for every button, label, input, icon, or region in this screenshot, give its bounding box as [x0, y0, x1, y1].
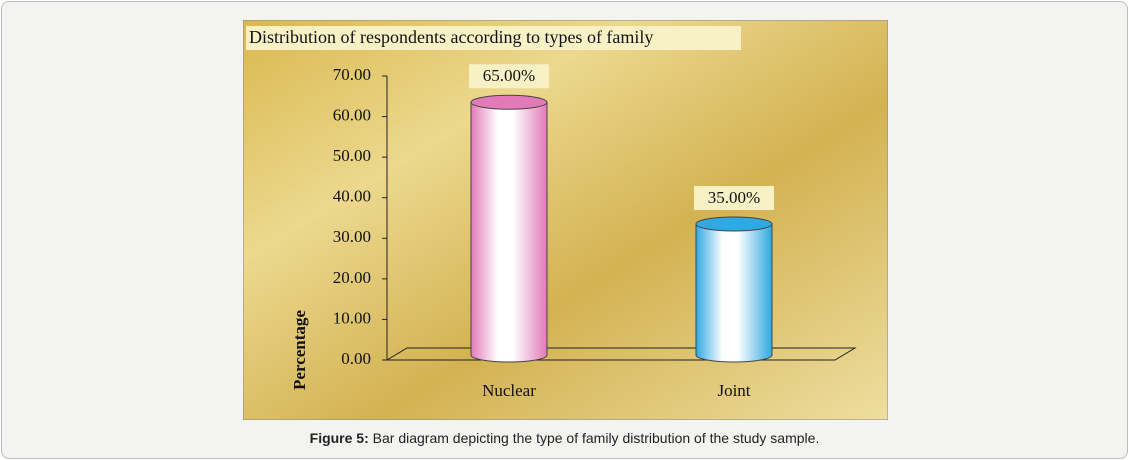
value-label-box — [469, 64, 549, 89]
bar-top — [695, 216, 773, 232]
value-label-box — [694, 186, 774, 210]
bar-top — [470, 94, 548, 110]
chart-title: Distribution of respondents according to… — [249, 27, 653, 47]
y-tick-label: 20.00 — [333, 268, 371, 287]
value-label: 65.00% — [483, 66, 535, 85]
floor — [385, 347, 857, 361]
y-tick-label: 70.00 — [333, 65, 371, 84]
x-tick-label: Nuclear — [482, 381, 536, 400]
x-tick-label: Joint — [717, 381, 750, 400]
y-tick-label: 10.00 — [333, 308, 371, 327]
y-tick-label: 0.00 — [341, 349, 371, 368]
value-label: 35.00% — [708, 188, 760, 207]
title-box — [246, 26, 741, 50]
y-tick-label: 40.00 — [333, 187, 371, 206]
caption-text: Bar diagram depicting the type of family… — [372, 430, 820, 446]
y-axis-label: Percentage — [290, 310, 309, 390]
caption: Figure 5: Bar diagram depicting the type… — [0, 430, 1129, 446]
chart: Distribution of respondents according to… — [243, 20, 888, 420]
y-tick-label: 50.00 — [333, 146, 371, 165]
caption-label: Figure 5: — [309, 430, 369, 446]
y-tick-label: 30.00 — [333, 227, 371, 246]
plot-background — [243, 20, 888, 420]
y-tick-label: 60.00 — [333, 105, 371, 124]
bar — [695, 223, 773, 363]
bar — [470, 101, 548, 363]
